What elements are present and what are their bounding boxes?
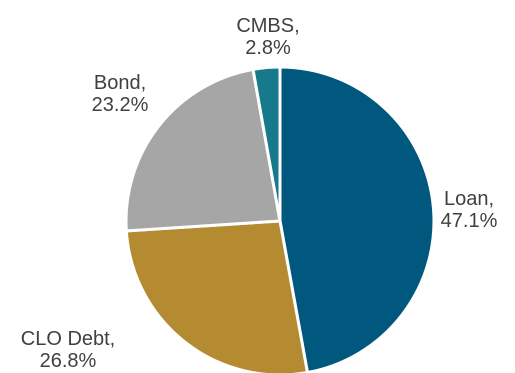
slice-label-bond-value: 23.2% bbox=[91, 94, 149, 116]
pie-slice-bond bbox=[124, 67, 282, 233]
slice-label-bond-name: Bond, bbox=[93, 72, 147, 94]
slice-label-clo-debt-name: CLO Debt, bbox=[20, 328, 116, 350]
pie-slice-cmbs bbox=[251, 65, 282, 223]
slice-label-clo-debt-value: 26.8% bbox=[39, 350, 97, 372]
slice-label-cmbs-value: 2.8% bbox=[245, 37, 291, 59]
slice-label-cmbs-name: CMBS, bbox=[236, 15, 300, 37]
slice-label-loan-name: Loan, bbox=[443, 188, 495, 210]
pie-slice-loan bbox=[278, 65, 436, 373]
slice-label-loan: Loan, 47.1% bbox=[441, 188, 498, 232]
slice-label-clo-debt: CLO Debt, 26.8% bbox=[21, 328, 115, 372]
slice-label-loan-value: 47.1% bbox=[440, 210, 498, 232]
pie-slice-clo-debt bbox=[124, 219, 309, 373]
slice-label-bond: Bond, 23.2% bbox=[92, 72, 149, 116]
slice-label-cmbs: CMBS, 2.8% bbox=[236, 15, 299, 59]
